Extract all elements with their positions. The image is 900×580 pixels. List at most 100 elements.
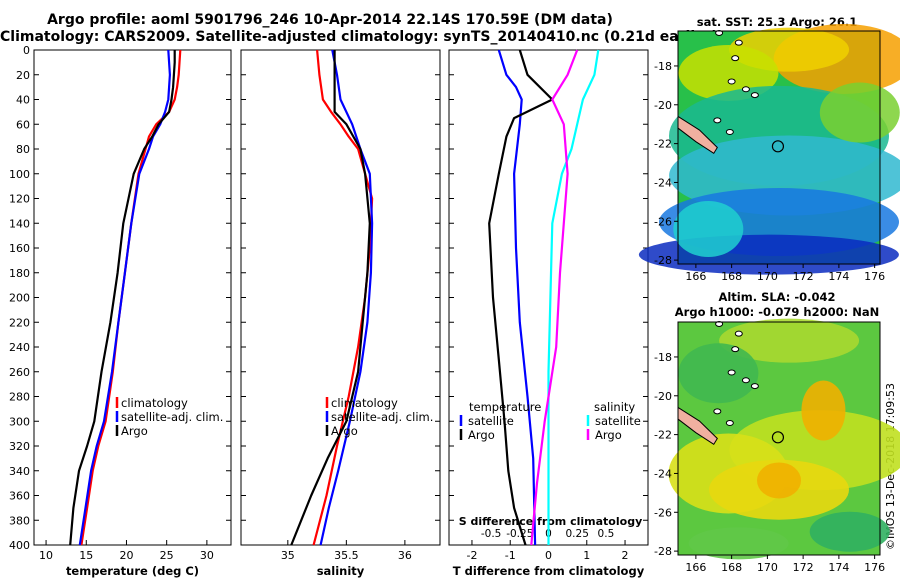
x-tick-label: 0 (545, 549, 552, 562)
title-line-1: Argo profile: aoml 5901796_246 10-Apr-20… (47, 12, 613, 28)
legend-title-temperature: temperature (469, 400, 541, 414)
small-island (725, 128, 734, 135)
y-tick-label: 260 (9, 366, 30, 379)
legend-label: satellite-adj. clim. (331, 410, 433, 424)
series-line-difference-3 (530, 49, 579, 546)
sst-color-patch (678, 44, 779, 101)
map-frame (677, 30, 881, 265)
x-tick-label: 1 (583, 549, 590, 562)
y-tick-label: 100 (9, 168, 30, 181)
x-tick-label: 10 (39, 549, 53, 562)
x-tick-label: 20 (119, 549, 133, 562)
map-x-tick-label: 168 (721, 561, 742, 574)
y-tick-label: 20 (16, 69, 30, 82)
series-line-salinity-1 (319, 49, 374, 546)
sla-map-title-1: Altim. SLA: -0.042 (718, 290, 836, 304)
y-tick-label: 60 (16, 118, 30, 131)
small-island (734, 39, 743, 46)
small-island (731, 346, 740, 353)
argo-position-marker (771, 431, 785, 444)
sst-map-title: sat. SST: 25.3 Argo: 26.1 (696, 15, 858, 29)
sla-color-patch (719, 318, 860, 363)
sst-color-patch (819, 82, 900, 143)
map-sst (638, 23, 900, 275)
sla-color-patch (688, 527, 789, 560)
series-line-difference-2 (547, 49, 600, 545)
x-tick-label: 25 (160, 549, 174, 562)
small-island (741, 86, 750, 93)
series-line-temperature-0 (80, 49, 182, 546)
x-tick-label: 30 (200, 549, 214, 562)
y-tick-label: 220 (9, 316, 30, 329)
legend-label: Argo (595, 428, 622, 442)
legend-label: climatology (121, 396, 188, 410)
y-tick-label: 140 (9, 217, 30, 230)
small-island (713, 408, 722, 415)
x-tick-label: 15 (79, 549, 93, 562)
map-y-tick-label: -18 (654, 60, 672, 73)
y-tick-label: 300 (9, 415, 30, 428)
sst-color-patch (673, 201, 744, 258)
sla-map-title-2: Argo h1000: -0.079 h2000: NaN (674, 305, 880, 319)
y-tick-label: 240 (9, 341, 30, 354)
small-island (727, 369, 736, 376)
legend-title-salinity: salinity (594, 400, 635, 414)
series-line-temperature-1 (78, 49, 171, 546)
x-axis-title: T difference from climatology (453, 564, 645, 578)
small-island (741, 377, 750, 384)
sla-color-patch (757, 462, 801, 499)
x-tick-label: -1 (505, 549, 516, 562)
top-x-tick-label: 0.25 (566, 528, 589, 540)
map-y-tick-label: -22 (654, 138, 672, 151)
legend-label: satellite (595, 414, 641, 428)
legend-label: Argo (121, 424, 148, 438)
map-x-tick-label: 174 (828, 561, 849, 574)
plot-frame-temperature (33, 49, 232, 546)
map-y-tick-label: -22 (654, 429, 672, 442)
x-tick-label: 2 (622, 549, 629, 562)
x-tick-label: 35 (281, 549, 295, 562)
y-tick-label: 320 (9, 440, 30, 453)
legend-label: climatology (331, 396, 398, 410)
map-x-tick-label: 172 (793, 561, 814, 574)
legend-label: satellite (468, 414, 514, 428)
series-line-salinity-0 (312, 49, 374, 546)
map-y-tick-label: -26 (654, 506, 672, 519)
y-tick-label: 340 (9, 465, 30, 478)
map-y-tick-label: -20 (654, 390, 672, 403)
y-tick-label: 180 (9, 267, 30, 280)
small-island (731, 55, 740, 62)
legend-label: satellite-adj. clim. (121, 410, 223, 424)
x-tick-label: -2 (466, 549, 477, 562)
y-tick-label: 120 (9, 193, 30, 206)
y-tick-label: 40 (16, 94, 30, 107)
y-tick-label: 200 (9, 292, 30, 305)
small-island (715, 320, 724, 327)
series-line-difference-0 (497, 49, 537, 546)
small-island (734, 330, 743, 337)
map-x-tick-label: 170 (757, 561, 778, 574)
map-y-tick-label: -28 (654, 545, 672, 558)
map-y-tick-label: -24 (654, 467, 672, 480)
top-x-axis-title: S difference from climatology (459, 515, 643, 528)
y-tick-label: 400 (9, 539, 30, 552)
map-frame (677, 321, 881, 556)
map-y-tick-label: -28 (654, 254, 672, 267)
y-tick-label: 80 (16, 143, 30, 156)
series-line-temperature-2 (69, 50, 176, 546)
map-y-tick-label: -24 (654, 176, 672, 189)
map-x-tick-label: 176 (864, 561, 885, 574)
top-x-tick-label: -0.5 (481, 528, 502, 540)
map-y-tick-label: -20 (654, 99, 672, 112)
small-island (715, 29, 724, 36)
sla-color-patch (678, 343, 759, 404)
map-x-tick-label: 170 (757, 270, 778, 283)
series-line-salinity-2 (290, 50, 371, 546)
small-island (725, 419, 734, 426)
x-axis-title: salinity (317, 564, 365, 578)
small-island (750, 383, 759, 390)
top-x-tick-label: 0.5 (598, 528, 615, 540)
map-x-tick-label: 174 (828, 270, 849, 283)
map-x-tick-label: 172 (793, 270, 814, 283)
